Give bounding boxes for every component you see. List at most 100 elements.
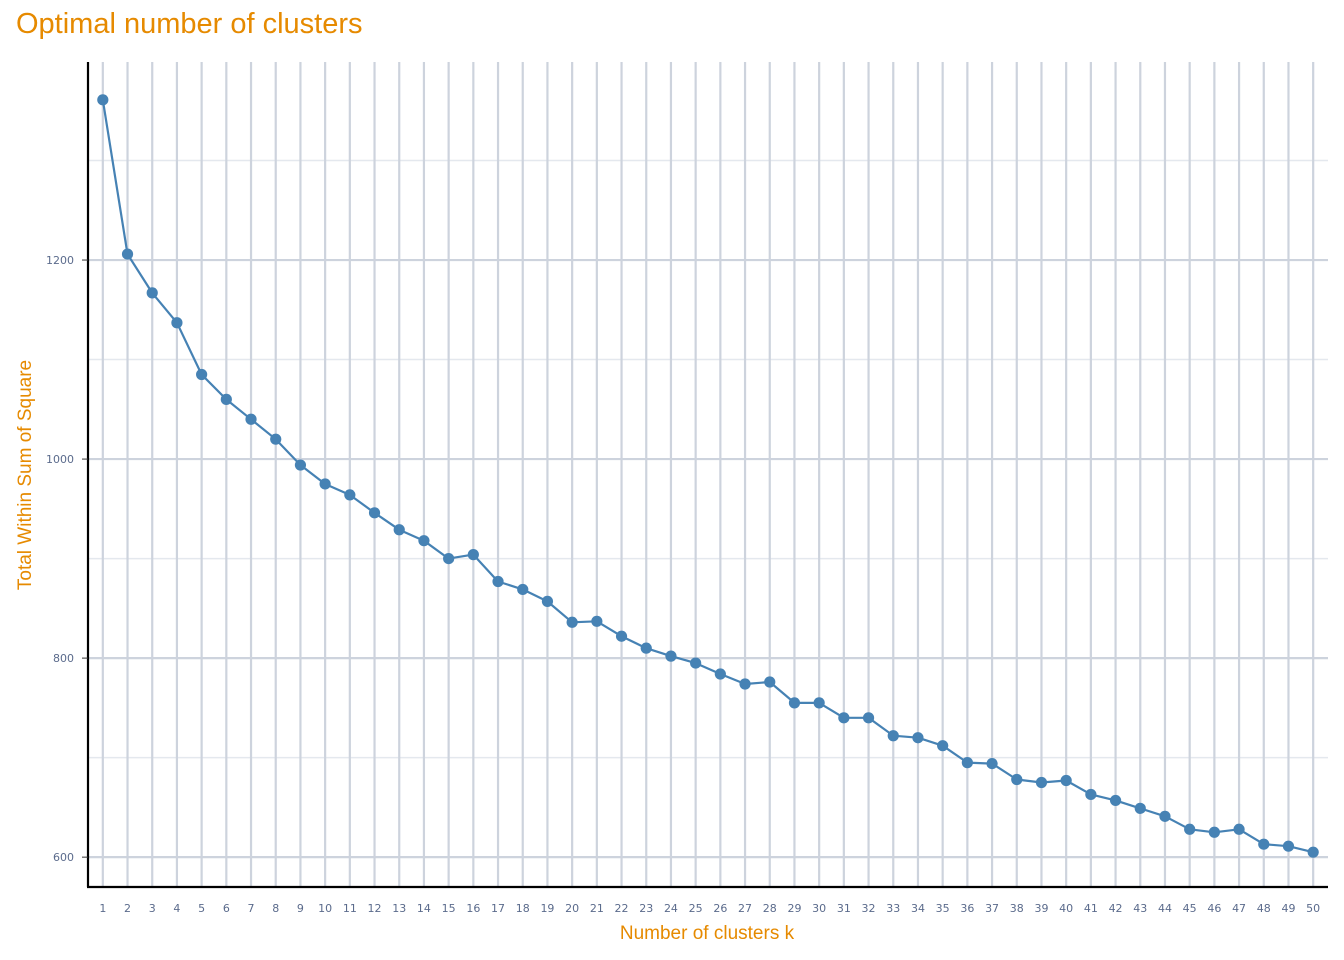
x-tick-label: 12 xyxy=(368,902,382,915)
x-tick-label: 20 xyxy=(565,902,579,915)
x-tick-label: 44 xyxy=(1158,902,1172,915)
data-point xyxy=(196,368,208,381)
data-point xyxy=(1208,826,1220,838)
x-tick-label: 28 xyxy=(763,902,777,915)
x-tick-label: 9 xyxy=(297,902,304,915)
data-point xyxy=(517,583,529,596)
data-point xyxy=(986,757,998,770)
data-point xyxy=(714,668,726,680)
data-point xyxy=(1109,794,1122,807)
data-point xyxy=(245,413,257,425)
x-tick-label: 38 xyxy=(1010,902,1024,915)
series-line xyxy=(101,99,1314,854)
x-tick-label: 30 xyxy=(812,902,826,915)
data-point xyxy=(813,697,825,709)
x-tick-label: 27 xyxy=(738,902,752,915)
data-point xyxy=(220,393,232,405)
x-axis-title: Number of clusters k xyxy=(620,923,795,944)
data-point xyxy=(862,712,875,724)
x-tick-label: 32 xyxy=(862,902,876,915)
x-tick-label: 33 xyxy=(886,902,900,915)
y-tick-label: 1000 xyxy=(46,453,74,466)
data-point xyxy=(1060,774,1072,787)
x-tick-label: 41 xyxy=(1084,902,1098,915)
x-tick-label: 26 xyxy=(713,902,727,915)
data-point xyxy=(887,730,899,742)
data-point xyxy=(1184,823,1196,835)
data-point xyxy=(838,712,850,724)
x-tick-label: 23 xyxy=(639,902,653,915)
data-point xyxy=(1307,846,1319,858)
x-tick-label: 46 xyxy=(1207,902,1221,915)
data-point xyxy=(171,317,183,329)
x-tick-label: 37 xyxy=(985,902,999,915)
series-line-layer xyxy=(101,99,1314,854)
data-point xyxy=(492,575,504,588)
x-tick-label: 47 xyxy=(1232,902,1246,915)
y-tick-label: 800 xyxy=(53,652,74,665)
data-point xyxy=(368,507,381,519)
x-tick-label: 24 xyxy=(664,902,678,915)
data-point xyxy=(937,740,949,752)
data-point xyxy=(788,697,801,709)
x-tick-label: 48 xyxy=(1257,902,1271,915)
data-points xyxy=(97,94,1319,858)
y-tick-label: 600 xyxy=(53,851,74,864)
data-point xyxy=(1011,773,1023,786)
x-tick-label: 18 xyxy=(516,902,530,915)
x-tick-label: 43 xyxy=(1133,902,1147,915)
data-point xyxy=(121,248,134,260)
x-tick-label: 13 xyxy=(392,902,406,915)
y-tick-labels: 600 800 1000 1200 xyxy=(46,254,74,864)
data-point xyxy=(1134,802,1146,814)
x-tick-label: 17 xyxy=(491,902,505,915)
x-tick-label: 35 xyxy=(936,902,950,915)
x-tick-label: 3 xyxy=(149,902,156,915)
data-point xyxy=(764,676,776,688)
x-tick-label: 2 xyxy=(124,902,131,915)
data-point xyxy=(615,630,628,642)
x-tick-label: 15 xyxy=(442,902,456,915)
x-tick-label: 39 xyxy=(1034,902,1048,915)
y-tick-label: 1200 xyxy=(46,254,74,267)
x-tick-label: 11 xyxy=(343,902,357,915)
x-tick-label: 25 xyxy=(689,902,703,915)
data-point xyxy=(393,524,405,536)
data-point xyxy=(640,642,652,654)
data-point xyxy=(418,535,430,547)
x-tick-label: 40 xyxy=(1059,902,1073,915)
x-tick-label: 4 xyxy=(173,902,180,915)
data-point xyxy=(739,678,751,690)
x-tick-label: 50 xyxy=(1306,902,1320,915)
x-tick-label: 16 xyxy=(466,902,480,915)
x-tick-label: 7 xyxy=(248,902,255,915)
x-tick-label: 22 xyxy=(615,902,629,915)
data-point xyxy=(1085,788,1097,801)
data-point xyxy=(912,732,924,744)
data-point xyxy=(961,757,973,769)
data-point xyxy=(566,616,578,628)
x-tick-label: 6 xyxy=(223,902,230,915)
data-point xyxy=(690,657,702,669)
data-point xyxy=(467,549,479,561)
data-point xyxy=(541,595,554,607)
data-point xyxy=(665,650,677,662)
data-point xyxy=(344,489,356,501)
x-tick-label: 45 xyxy=(1183,902,1197,915)
x-tick-label: 1 xyxy=(99,902,106,915)
data-point xyxy=(1159,810,1171,822)
x-tick-labels: 1 2 3 4 5 6 7 8 9 10 11 12 13 14 15 16 17 18 19 20 21 22 23 24 2… xyxy=(99,902,1320,915)
x-tick-label: 42 xyxy=(1109,902,1123,915)
data-point xyxy=(591,615,603,627)
x-tick-label: 49 xyxy=(1281,902,1295,915)
chart-title: Optimal number of clusters xyxy=(16,8,363,40)
x-tick-label: 8 xyxy=(272,902,279,915)
x-tick-label: 31 xyxy=(837,902,851,915)
x-tick-label: 5 xyxy=(198,902,205,915)
data-point xyxy=(443,552,455,565)
grid-lines xyxy=(88,62,1328,887)
data-point xyxy=(1258,838,1270,850)
x-tick-label: 36 xyxy=(960,902,974,915)
data-point xyxy=(1233,823,1245,835)
